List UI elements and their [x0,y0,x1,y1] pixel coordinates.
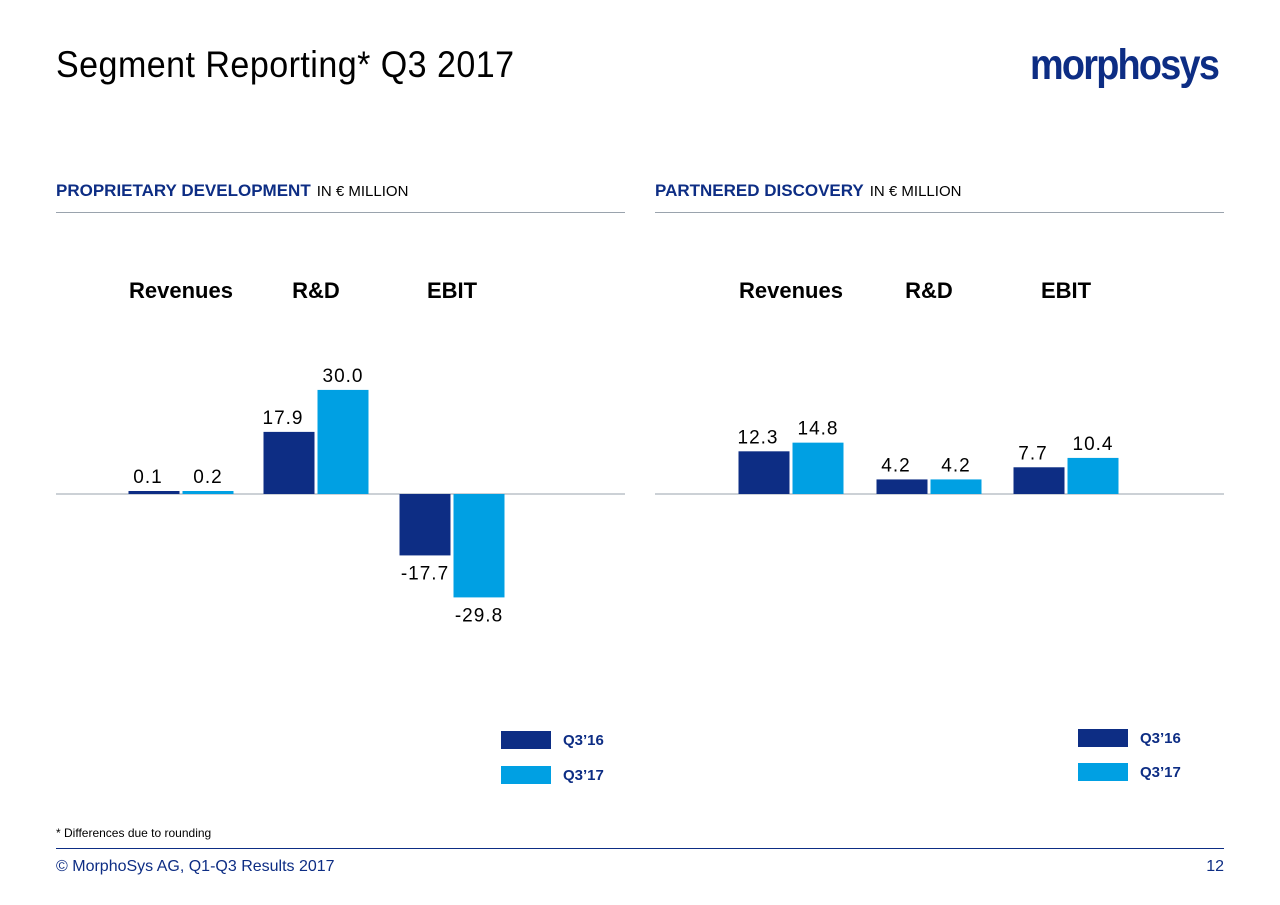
data-label: 17.9 [263,408,304,429]
legend-item-q3-16: Q3’16 [1078,729,1238,749]
section-unit: IN € MILLION [316,183,409,200]
section-header-proprietary: PROPRIETARY DEVELOPMENT IN € MILLION [56,181,408,201]
bar-q3-17 [792,442,844,494]
data-label: 30.0 [323,366,364,387]
bar-q3-16 [876,479,928,494]
legend-swatch-q3-17 [501,766,551,784]
legend-item-q3-17: Q3’17 [501,766,661,786]
legend-label-q3-16: Q3’16 [1140,730,1181,747]
data-label: 4.2 [941,455,970,476]
bar-q3-16 [1013,467,1065,494]
data-label: 14.8 [798,419,839,440]
category-label: Revenues [129,278,233,303]
section-divider [56,212,625,213]
section-divider [655,212,1224,213]
legend-swatch-q3-16 [1078,729,1128,747]
bar-q3-16 [399,494,451,556]
legend-proprietary: Q3’16 Q3’17 [501,731,661,791]
legend-partnered: Q3’16 Q3’17 [1078,729,1238,789]
bar-q3-17 [1067,457,1119,494]
bar-q3-17 [930,479,982,494]
bar-q3-17 [317,389,369,494]
footer-copyright: © MorphoSys AG, Q1-Q3 Results 2017 [56,858,335,875]
data-label: 7.7 [1018,443,1047,464]
legend-label-q3-17: Q3’17 [563,767,604,784]
page-title: Segment Reporting* Q3 2017 [56,44,515,85]
bar-q3-17 [182,491,234,494]
footer-divider [56,848,1224,849]
data-label: -17.7 [401,563,449,584]
category-label: R&D [292,278,340,303]
section-unit: IN € MILLION [869,183,962,200]
category-label: EBIT [1041,278,1092,303]
morphosys-logo: morphosys [1030,41,1220,89]
legend-label-q3-17: Q3’17 [1140,764,1181,781]
category-label: R&D [905,278,953,303]
data-label: 0.2 [193,467,222,488]
section-title: PARTNERED DISCOVERY [655,181,864,200]
data-label: 10.4 [1073,434,1114,455]
data-label: 4.2 [881,455,910,476]
page-number: 12 [1206,858,1224,875]
category-label: EBIT [427,278,478,303]
legend-label-q3-16: Q3’16 [563,732,604,749]
bar-q3-17 [453,494,505,598]
data-label: 12.3 [738,427,779,448]
data-label: -29.8 [455,605,503,626]
section-header-partnered: PARTNERED DISCOVERY IN € MILLION [655,181,961,201]
footnote: * Differences due to rounding [56,826,212,840]
section-title: PROPRIETARY DEVELOPMENT [56,181,311,200]
category-label: Revenues [739,278,843,303]
bar-q3-16 [738,451,790,494]
legend-swatch-q3-16 [501,731,551,749]
legend-item-q3-16: Q3’16 [501,731,661,751]
legend-item-q3-17: Q3’17 [1078,763,1238,783]
legend-swatch-q3-17 [1078,763,1128,781]
bar-q3-16 [128,491,180,494]
data-label: 0.1 [133,467,162,488]
bar-q3-16 [263,431,315,494]
